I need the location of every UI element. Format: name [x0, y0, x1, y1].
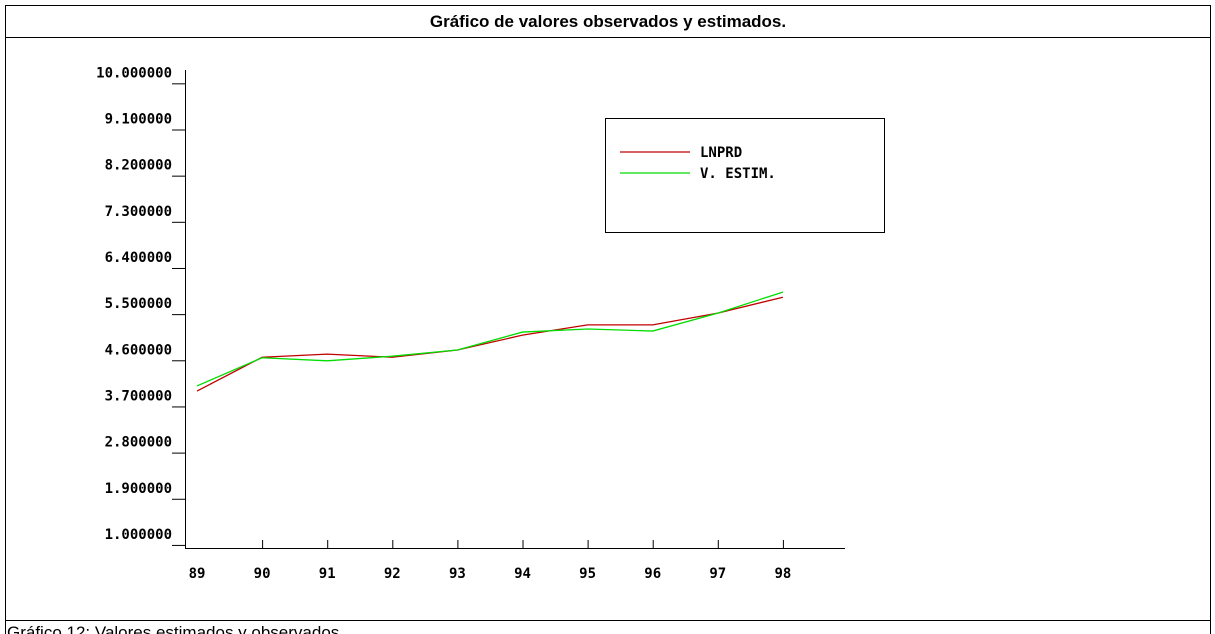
- y-tick-label: 10.000000: [96, 65, 172, 81]
- x-tick-label: 96: [644, 566, 661, 582]
- x-tick-label: 98: [774, 566, 791, 582]
- x-tick-label: 91: [319, 566, 336, 582]
- x-tick-label: 95: [579, 566, 596, 582]
- y-tick-label: 9.100000: [105, 111, 172, 127]
- legend-box: [605, 118, 885, 233]
- legend-label: LNPRD: [700, 145, 742, 161]
- x-tick-label: 90: [254, 566, 271, 582]
- x-tick-label: 94: [514, 566, 531, 582]
- y-tick-label: 1.900000: [105, 481, 172, 497]
- x-tick-label: 93: [449, 566, 466, 582]
- y-tick-label: 4.600000: [105, 342, 172, 358]
- chart-title: Gráfico de valores observados y estimado…: [430, 12, 786, 31]
- x-tick-label: 89: [189, 566, 206, 582]
- legend-label: V. ESTIM.: [700, 166, 776, 182]
- series-line: [196, 291, 784, 387]
- x-tick-label: 97: [709, 566, 726, 582]
- frame: [5, 5, 1211, 634]
- y-tick-label: 2.800000: [105, 435, 172, 451]
- y-tick-label: 7.300000: [105, 204, 172, 220]
- y-tick-label: 5.500000: [105, 296, 172, 312]
- caption: Gráfico 12: Valores estimados y observad…: [7, 623, 344, 634]
- y-tick-label: 1.000000: [105, 527, 172, 543]
- y-tick-label: 3.700000: [105, 388, 172, 404]
- y-tick-label: 6.400000: [105, 250, 172, 266]
- x-tick-label: 92: [384, 566, 401, 582]
- series-line: [196, 296, 784, 392]
- y-tick-label: 8.200000: [105, 158, 172, 174]
